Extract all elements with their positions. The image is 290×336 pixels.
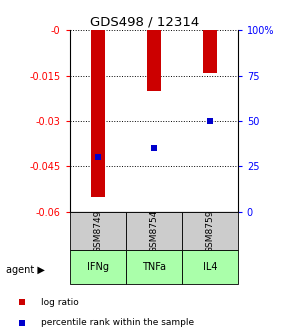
Bar (126, 250, 182, 284)
Text: TNFa: TNFa (142, 262, 166, 272)
Bar (90, 30, 105, 197)
Text: GSM8749: GSM8749 (93, 209, 102, 253)
Bar (70, 250, 126, 284)
Bar (70, 212, 126, 250)
Text: percentile rank within the sample: percentile rank within the sample (41, 318, 194, 327)
Text: GSM8754: GSM8754 (149, 209, 158, 253)
Bar (126, 212, 182, 250)
Text: GSM8759: GSM8759 (205, 209, 214, 253)
Bar (203, 30, 217, 73)
Text: log ratio: log ratio (41, 298, 79, 307)
Text: agent ▶: agent ▶ (6, 265, 45, 276)
Bar (182, 250, 238, 284)
Text: IL4: IL4 (202, 262, 217, 272)
Bar (182, 212, 238, 250)
Bar (147, 30, 161, 91)
Text: GDS498 / 12314: GDS498 / 12314 (90, 15, 200, 28)
Text: IFNg: IFNg (87, 262, 109, 272)
